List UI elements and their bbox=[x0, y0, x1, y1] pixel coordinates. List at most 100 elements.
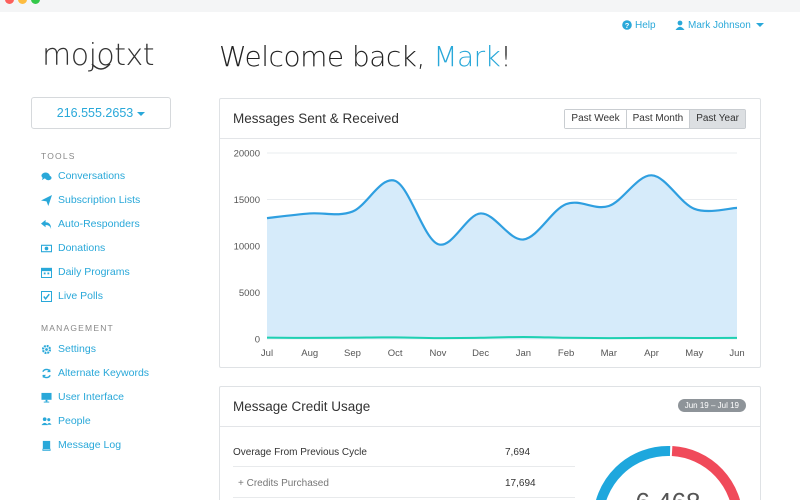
welcome-heading: Welcome back, Mark! bbox=[219, 40, 512, 73]
credit-usage-gauge: 6,468 bbox=[596, 446, 740, 500]
mojotxt-logo[interactable]: mojotxt bbox=[42, 40, 162, 88]
sidebar-item-message-log[interactable]: Message Log bbox=[41, 437, 121, 453]
range-selector: Past Week Past Month Past Year bbox=[564, 109, 746, 129]
user-icon bbox=[675, 20, 685, 30]
range-past-year-button[interactable]: Past Year bbox=[690, 110, 745, 128]
close-window-button[interactable] bbox=[5, 0, 14, 4]
sidebar-item-label: Live Polls bbox=[58, 290, 103, 302]
sidebar-item-label: Auto-Responders bbox=[58, 218, 140, 230]
welcome-prefix: Welcome back, bbox=[219, 40, 434, 73]
management-section-title: MANAGEMENT bbox=[41, 323, 114, 333]
credit-row-value: 17,694 bbox=[505, 478, 536, 489]
reply-icon bbox=[41, 219, 52, 230]
range-past-month-button[interactable]: Past Month bbox=[626, 110, 691, 128]
maximize-window-button[interactable] bbox=[31, 0, 40, 4]
y-tick-label: 20000 bbox=[234, 149, 260, 160]
logo-smile-icon bbox=[91, 63, 111, 70]
sidebar-item-label: Conversations bbox=[58, 170, 126, 182]
y-tick-label: 10000 bbox=[234, 242, 260, 253]
gauge-used-arc bbox=[671, 446, 740, 500]
y-tick-label: 5000 bbox=[239, 288, 260, 299]
sidebar-item-label: People bbox=[58, 415, 91, 427]
x-tick-label: Jun bbox=[729, 348, 744, 359]
x-tick-label: Sep bbox=[344, 348, 361, 359]
sidebar-item-settings[interactable]: Settings bbox=[41, 341, 96, 357]
desktop-icon bbox=[41, 392, 52, 403]
y-tick-label: 15000 bbox=[234, 195, 260, 206]
x-tick-label: May bbox=[685, 348, 703, 359]
series-line-1 bbox=[266, 174, 738, 246]
messages-panel-header: Messages Sent & Received Past Week Past … bbox=[220, 99, 760, 139]
sidebar-item-auto-responders[interactable]: Auto-Responders bbox=[41, 216, 140, 232]
x-tick-label: Aug bbox=[301, 348, 318, 359]
tools-section-title: TOOLS bbox=[41, 151, 76, 161]
phone-number-label: 216.555.2653 bbox=[56, 106, 134, 120]
series-area-1 bbox=[267, 175, 737, 339]
logo-text: mojotxt bbox=[42, 38, 155, 73]
user-menu[interactable]: Mark Johnson bbox=[675, 18, 764, 32]
range-past-week-button[interactable]: Past Week bbox=[565, 110, 627, 128]
sidebar-item-label: Daily Programs bbox=[58, 266, 130, 278]
credit-panel-header: Message Credit Usage Jun 19 – Jul 19 bbox=[220, 387, 760, 427]
sidebar-item-subscription-lists[interactable]: Subscription Lists bbox=[41, 192, 140, 208]
sidebar-item-donations[interactable]: Donations bbox=[41, 240, 105, 256]
y-tick-label: 0 bbox=[255, 335, 260, 346]
gauge-value: 6,468 bbox=[635, 487, 700, 500]
credit-row-purchased: + Credits Purchased 17,694 bbox=[233, 468, 575, 498]
x-tick-label: Dec bbox=[472, 348, 489, 359]
x-tick-label: Jul bbox=[261, 348, 273, 359]
sidebar-item-people[interactable]: People bbox=[41, 413, 91, 429]
svg-text:?: ? bbox=[625, 21, 630, 30]
sidebar-item-user-interface[interactable]: User Interface bbox=[41, 389, 124, 405]
minimize-window-button[interactable] bbox=[18, 0, 27, 4]
welcome-user-name: Mark bbox=[433, 40, 501, 73]
credit-row-label: Overage From Previous Cycle bbox=[233, 447, 367, 458]
credit-row-value: 7,694 bbox=[505, 447, 531, 458]
sidebar-item-label: Donations bbox=[58, 242, 106, 254]
x-tick-label: Mar bbox=[601, 348, 617, 359]
question-circle-icon: ? bbox=[622, 20, 632, 30]
date-range-badge: Jun 19 – Jul 19 bbox=[677, 399, 746, 412]
x-tick-label: Nov bbox=[429, 348, 446, 359]
chevron-down-icon bbox=[755, 23, 764, 27]
messages-panel: Messages Sent & Received Past Week Past … bbox=[219, 98, 761, 368]
sidebar-item-daily-programs[interactable]: Daily Programs bbox=[41, 264, 130, 280]
help-label: Help bbox=[635, 19, 656, 31]
welcome-suffix: ! bbox=[500, 40, 512, 73]
calendar-icon bbox=[41, 267, 52, 278]
x-tick-label: Apr bbox=[644, 348, 659, 359]
sidebar-item-label: User Interface bbox=[58, 391, 124, 403]
users-icon bbox=[41, 416, 52, 427]
sidebar-item-alternate-keywords[interactable]: Alternate Keywords bbox=[41, 365, 149, 381]
money-icon bbox=[41, 243, 52, 254]
sidebar-item-label: Subscription Lists bbox=[58, 194, 141, 206]
series-line-2 bbox=[266, 335, 738, 340]
credit-row-label: + Credits Purchased bbox=[238, 478, 329, 489]
gear-icon bbox=[41, 344, 52, 355]
user-name-label: Mark Johnson bbox=[688, 19, 751, 31]
credit-row-overage: Overage From Previous Cycle 7,694 bbox=[233, 437, 575, 467]
sidebar-item-label: Message Log bbox=[58, 439, 122, 451]
sidebar-item-live-polls[interactable]: Live Polls bbox=[41, 288, 103, 304]
x-tick-label: Jan bbox=[516, 348, 531, 359]
x-tick-label: Feb bbox=[558, 348, 574, 359]
check-square-icon bbox=[41, 290, 52, 302]
sidebar-item-label: Alternate Keywords bbox=[58, 367, 150, 379]
messages-area-chart: 0 5000 10000 15000 20000 Jul Aug Sep Oct Nov Dec Ja… bbox=[234, 149, 745, 360]
messages-panel-title: Messages Sent & Received bbox=[233, 111, 399, 126]
window-titlebar bbox=[0, 0, 800, 12]
help-link[interactable]: ? Help bbox=[622, 18, 656, 32]
chevron-down-icon bbox=[137, 111, 146, 116]
paper-plane-icon bbox=[41, 194, 52, 206]
sidebar-item-conversations[interactable]: Conversations bbox=[41, 168, 125, 184]
credit-usage-panel: Message Credit Usage Jun 19 – Jul 19 Ove… bbox=[219, 386, 761, 500]
book-icon bbox=[41, 440, 52, 451]
gauge-remaining-arc bbox=[596, 446, 671, 500]
x-tick-label: Oct bbox=[388, 348, 403, 359]
phone-number-dropdown[interactable]: 216.555.2653 bbox=[31, 97, 171, 129]
sidebar-item-label: Settings bbox=[58, 343, 96, 355]
comments-icon bbox=[41, 171, 52, 182]
refresh-icon bbox=[41, 368, 52, 379]
credit-panel-title: Message Credit Usage bbox=[233, 399, 371, 414]
